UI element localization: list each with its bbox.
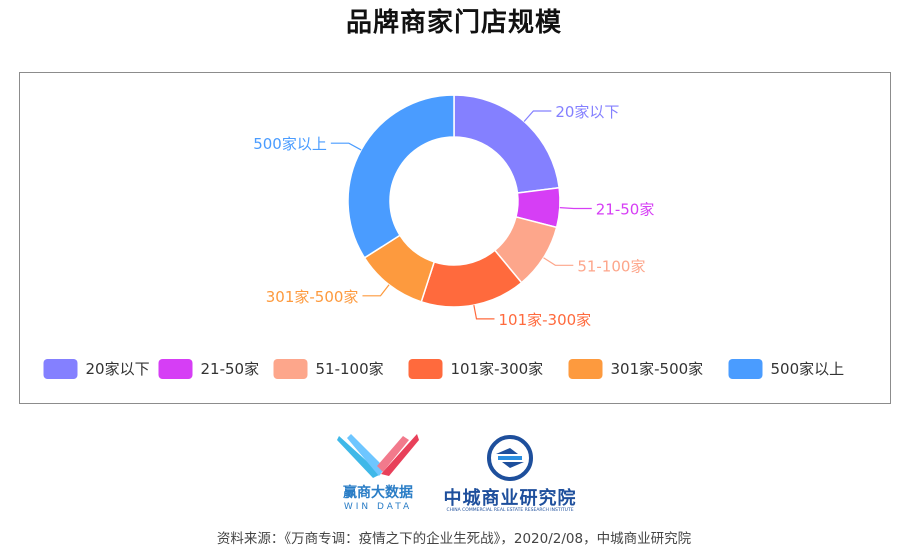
leader-line-5 <box>362 284 390 297</box>
legend-label-2: 21-50家 <box>201 360 260 378</box>
zhongcheng-name: 中城商业研究院 <box>443 488 577 509</box>
chart-container: 20家以下 21-50家 51-100家 101家-300家 301家-500家 500家… <box>19 72 891 404</box>
legend-layer: 20家以下 21-50家 51-100家 101家-300家 301家-500家 500家… <box>43 359 845 379</box>
zhongcheng-emblem-icon <box>487 435 533 481</box>
leader-line-3 <box>543 257 574 266</box>
slice-label-5: 301家-500家 <box>266 288 359 306</box>
source-note: 资料来源：《万商专调：疫情之下的企业生死战》，2020/2/08，中城商业研究院 <box>216 531 692 546</box>
zhongcheng-logo: 中城商业研究院 CHINA COMMERCIAL REAL ESTATE RES… <box>430 434 590 520</box>
legend-label-3: 51-100家 <box>316 360 384 378</box>
legend-swatch-2 <box>158 359 193 379</box>
leader-line-2 <box>559 207 592 210</box>
slice-6[interactable] <box>347 94 455 259</box>
legend-label-1: 20家以下 <box>86 360 150 378</box>
legend-item-6[interactable]: 500家以上 <box>728 359 845 379</box>
leader-line-1 <box>523 110 552 122</box>
slice-label-3: 51-100家 <box>577 257 645 275</box>
legend-swatch-3 <box>273 359 308 379</box>
legend-label-6: 500家以上 <box>771 360 845 378</box>
legend-label-4: 101家-300家 <box>451 360 544 378</box>
legend-swatch-5 <box>568 359 603 379</box>
legend-swatch-6 <box>728 359 763 379</box>
slice-1[interactable] <box>453 94 561 194</box>
labels-layer: 20家以下 21-50家 51-100家 101家-300家 301家-500家 500家… <box>253 103 654 329</box>
slice-label-4: 101家-300家 <box>498 311 591 329</box>
win-data-logo: 赢商大数据 WIN DATA <box>333 430 423 520</box>
legend-swatch-1 <box>43 359 78 379</box>
win-data-mark-icon <box>337 434 419 478</box>
slice-label-1: 20家以下 <box>555 103 619 121</box>
legend-item-1[interactable]: 20家以下 <box>43 359 150 379</box>
slice-label-2: 21-50家 <box>596 201 655 219</box>
page-title: 品牌商家门店规模 <box>345 8 562 38</box>
legend-swatch-4 <box>408 359 443 379</box>
leader-line-6 <box>330 142 362 151</box>
legend-label-5: 301家-500家 <box>611 360 704 378</box>
legend-item-2[interactable]: 21-50家 <box>158 359 260 379</box>
win-data-name: 赢商大数据 <box>343 485 413 501</box>
donut-chart: 20家以下 21-50家 51-100家 101家-300家 301家-500家 500家… <box>43 94 845 379</box>
slices-layer <box>347 94 561 308</box>
zhongcheng-subtitle: CHINA COMMERCIAL REAL ESTATE RESEARCH IN… <box>446 508 574 513</box>
win-data-subtitle: WIN DATA <box>343 502 413 512</box>
leader-line-4 <box>473 305 495 320</box>
logo-area: 赢商大数据 WIN DATA 中城商业研究院 CHINA COMMERCIAL … <box>0 430 908 520</box>
legend-item-4[interactable]: 101家-300家 <box>408 359 544 379</box>
legend-item-3[interactable]: 51-100家 <box>273 359 384 379</box>
legend-item-5[interactable]: 301家-500家 <box>568 359 704 379</box>
slice-label-6: 500家以上 <box>253 135 327 153</box>
